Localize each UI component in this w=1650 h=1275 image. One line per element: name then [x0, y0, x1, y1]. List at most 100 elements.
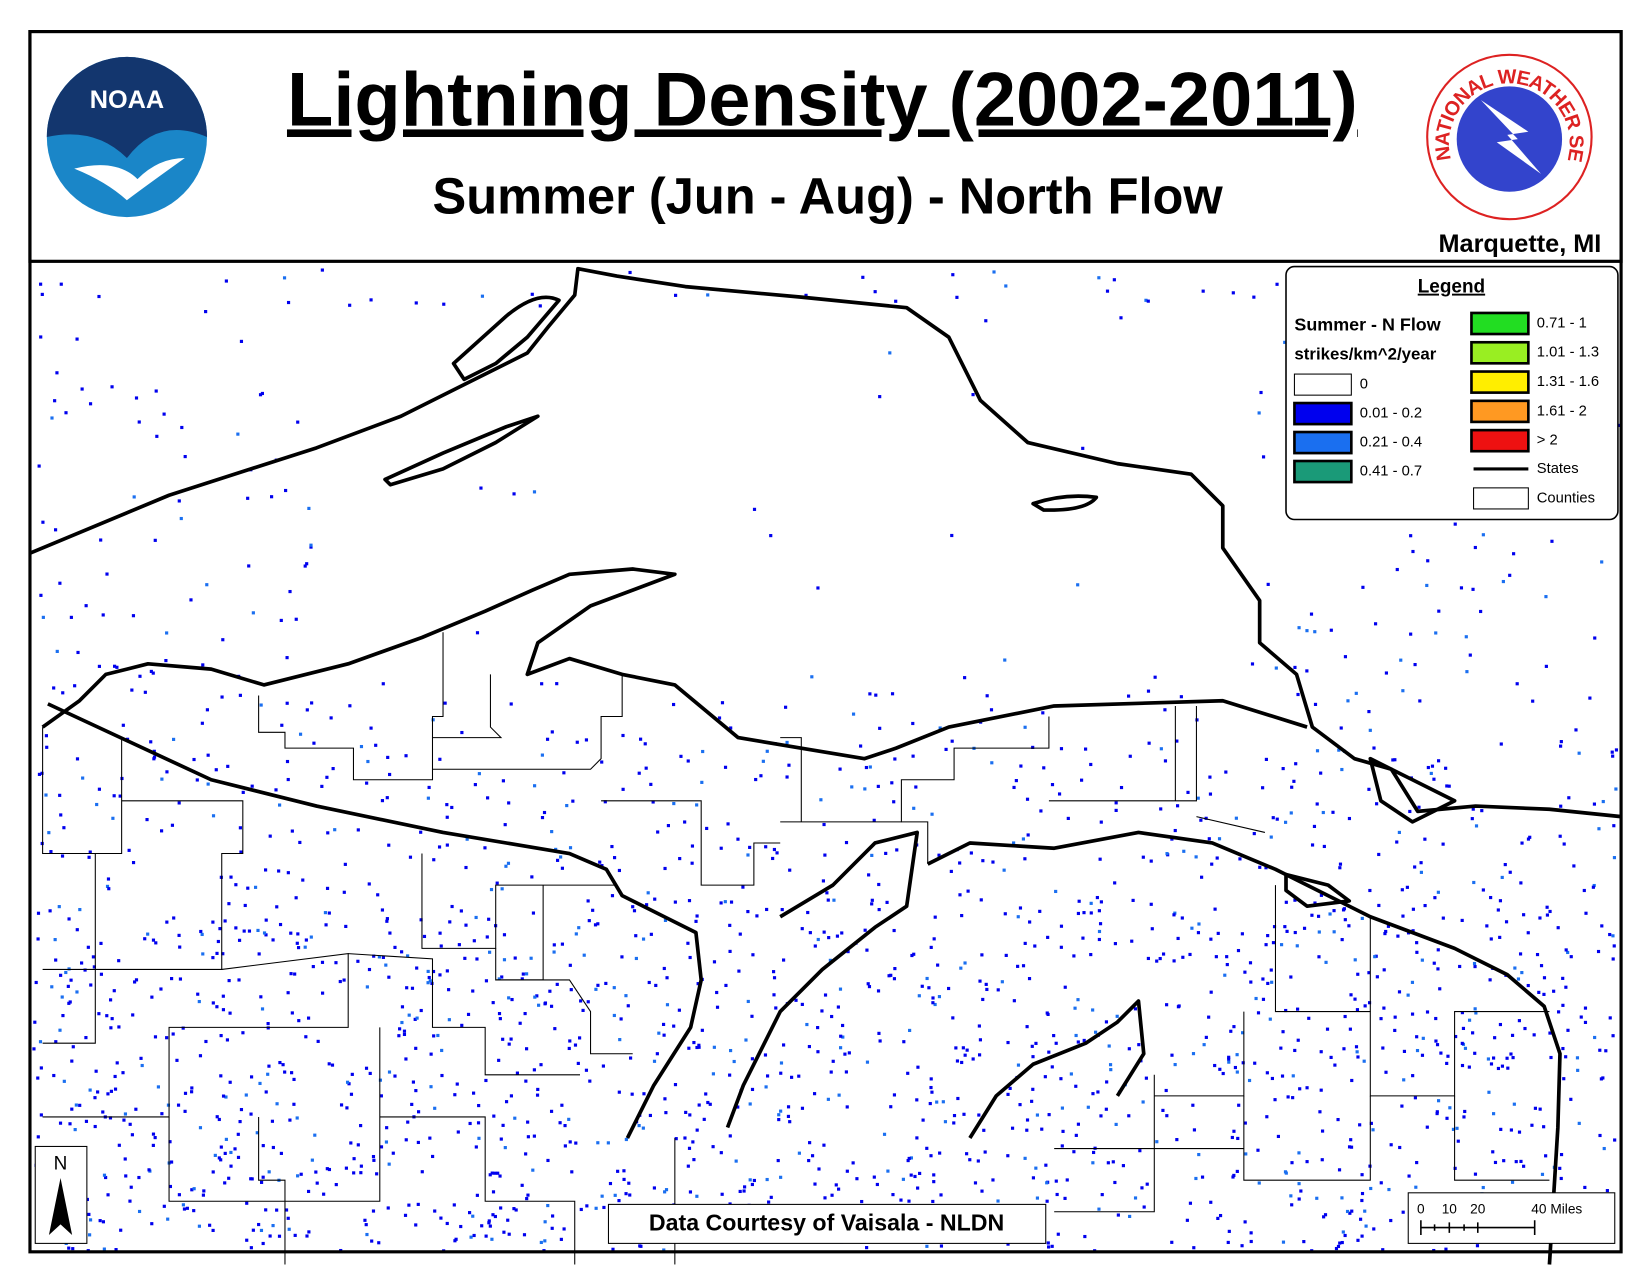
density-pixel: [149, 669, 153, 674]
density-pixel: [1107, 1044, 1111, 1048]
density-pixel: [48, 909, 52, 913]
density-pixel: [61, 691, 65, 695]
density-pixel: [134, 396, 139, 400]
density-pixel: [463, 956, 467, 960]
density-pixel: [1095, 895, 1099, 900]
density-pixel: [343, 862, 347, 866]
density-pixel: [1434, 1016, 1438, 1021]
density-pixel: [1350, 1078, 1354, 1083]
density-pixel: [1531, 699, 1535, 703]
density-pixel: [1489, 1062, 1494, 1066]
density-pixel: [1423, 903, 1427, 908]
density-pixel: [428, 979, 432, 983]
density-pixel: [1356, 1055, 1360, 1059]
density-pixel: [1559, 804, 1563, 808]
density-pixel: [342, 978, 346, 982]
density-pixel: [1593, 636, 1597, 640]
density-pixel: [952, 1113, 957, 1118]
density-pixel: [1382, 968, 1386, 972]
density-pixel: [1492, 1112, 1496, 1116]
density-pixel: [225, 1038, 230, 1042]
density-pixel: [1359, 1217, 1363, 1221]
density-pixel: [259, 995, 263, 999]
density-pixel: [1572, 864, 1576, 868]
density-pixel: [1285, 929, 1289, 933]
density-pixel: [359, 1124, 363, 1128]
density-pixel: [526, 1120, 530, 1124]
density-pixel: [110, 385, 114, 389]
density-pixel: [929, 1085, 933, 1090]
density-pixel: [1283, 340, 1287, 344]
density-pixel: [1501, 579, 1505, 584]
density-pixel: [1472, 880, 1476, 885]
density-pixel: [1517, 1019, 1521, 1023]
density-pixel: [954, 1046, 958, 1050]
density-pixel: [502, 933, 507, 937]
density-pixel: [1114, 1122, 1118, 1127]
density-pixel: [350, 1072, 354, 1076]
density-pixel: [102, 1247, 106, 1251]
density-pixel: [247, 564, 251, 568]
density-pixel: [866, 982, 870, 986]
density-pixel: [1105, 1080, 1109, 1084]
density-pixel: [1544, 1154, 1548, 1158]
density-pixel: [179, 516, 183, 521]
density-pixel: [1598, 1133, 1602, 1138]
density-pixel: [687, 1046, 691, 1050]
density-pixel: [1274, 666, 1278, 670]
density-pixel: [938, 726, 942, 730]
density-pixel: [655, 1052, 659, 1056]
density-pixel: [1209, 937, 1213, 941]
density-pixel: [450, 805, 454, 810]
density-pixel: [1402, 1049, 1407, 1053]
density-pixel: [365, 781, 369, 785]
density-pixel: [1353, 997, 1357, 1001]
credit: Data Courtesy of Vaisala - NLDN: [649, 1210, 1004, 1236]
density-pixel: [81, 776, 85, 780]
density-pixel: [844, 840, 849, 845]
density-pixel: [1130, 939, 1134, 943]
density-pixel: [400, 1020, 404, 1025]
density-pixel: [1598, 1048, 1602, 1052]
density-pixel: [841, 1023, 845, 1028]
credit-box: [607, 1203, 1047, 1244]
density-pixel: [66, 984, 70, 988]
density-pixel: [1356, 1238, 1360, 1242]
density-pixel: [253, 885, 258, 889]
density-pixel: [750, 1182, 754, 1187]
density-pixel: [472, 1233, 476, 1238]
density-pixel: [1400, 1104, 1404, 1108]
density-pixel: [50, 985, 54, 989]
density-pixel: [748, 845, 752, 849]
density-pixel: [486, 796, 490, 800]
density-pixel: [1368, 728, 1372, 732]
density-pixel: [1437, 609, 1441, 613]
legend-box: [1285, 265, 1619, 521]
density-pixel: [785, 775, 789, 779]
density-pixel: [552, 943, 556, 947]
density-pixel: [830, 1193, 834, 1197]
density-pixel: [1241, 1031, 1245, 1035]
density-pixel: [160, 1112, 164, 1116]
density-pixel: [591, 908, 595, 912]
density-pixel: [1612, 944, 1616, 948]
density-pixel: [1349, 1145, 1354, 1149]
density-pixel: [960, 1060, 964, 1065]
density-pixel: [466, 1012, 471, 1016]
density-pixel: [1094, 1030, 1098, 1034]
density-pixel: [1421, 1036, 1425, 1040]
density-pixel: [584, 738, 589, 742]
density-pixel: [137, 1209, 142, 1214]
density-pixel: [560, 942, 564, 946]
density-pixel: [930, 812, 934, 816]
density-pixel: [404, 754, 408, 758]
density-pixel: [878, 726, 882, 730]
density-pixel: [55, 649, 59, 653]
density-pixel: [1257, 411, 1261, 415]
density-pixel: [1240, 1244, 1244, 1248]
density-pixel: [552, 950, 556, 954]
density-pixel: [1332, 909, 1336, 913]
density-pixel: [875, 1182, 879, 1187]
density-pixel: [307, 1230, 311, 1234]
density-pixel: [832, 898, 836, 902]
